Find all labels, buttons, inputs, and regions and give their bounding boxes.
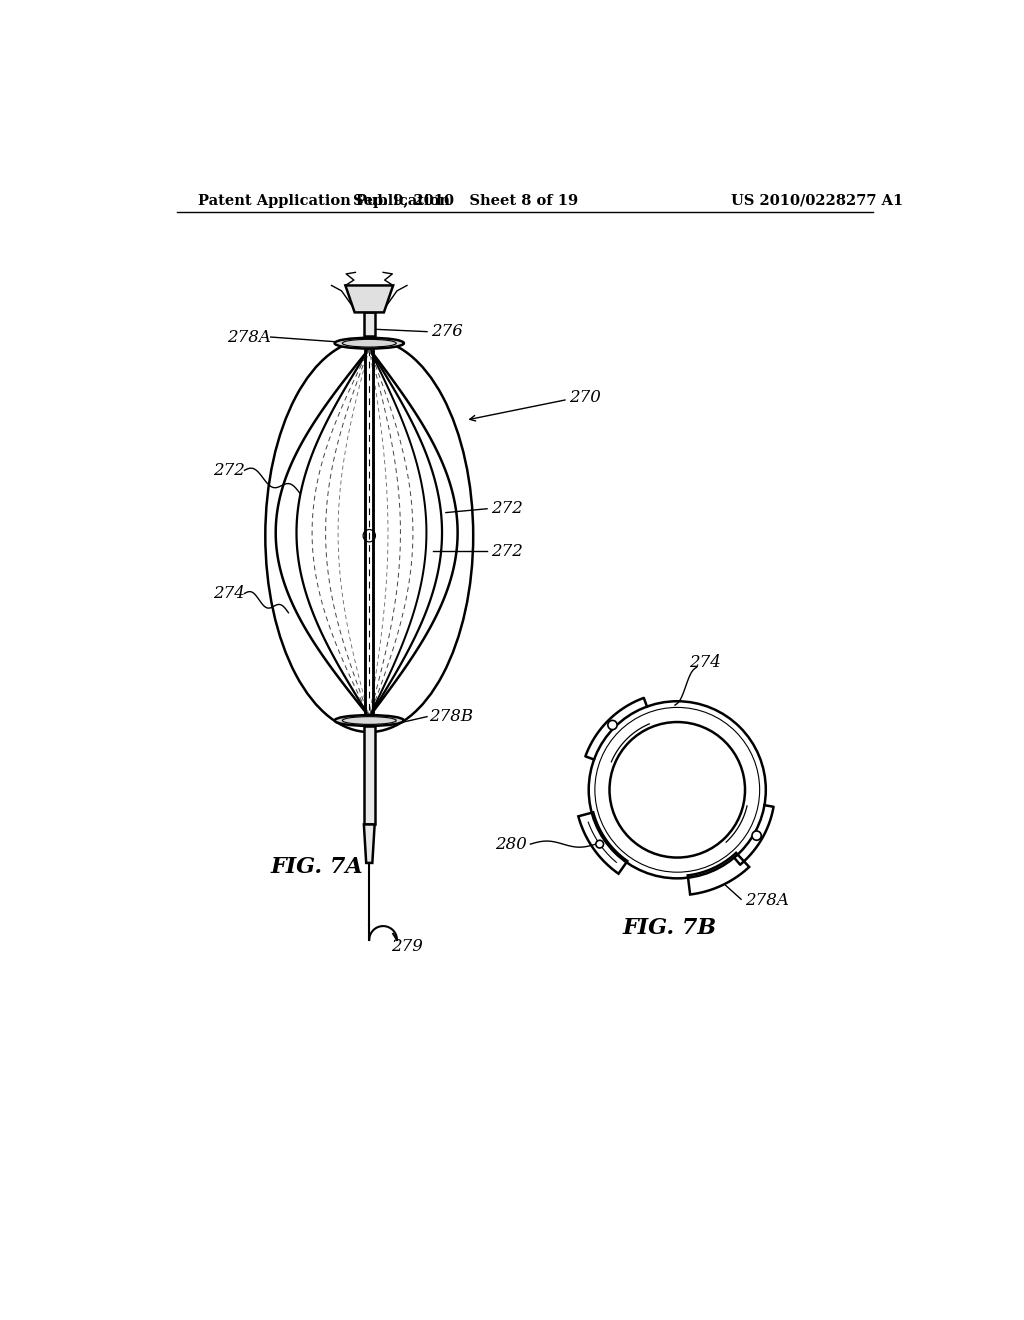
Circle shape xyxy=(752,832,761,841)
Circle shape xyxy=(596,841,603,847)
Text: 278A: 278A xyxy=(227,329,270,346)
Text: US 2010/0228277 A1: US 2010/0228277 A1 xyxy=(731,194,903,207)
Text: Patent Application Publication: Patent Application Publication xyxy=(199,194,451,207)
Text: FIG. 7B: FIG. 7B xyxy=(623,917,717,940)
Text: 278A: 278A xyxy=(744,892,788,909)
Text: 278B: 278B xyxy=(429,708,473,725)
Text: 272: 272 xyxy=(213,462,245,479)
Text: Sep. 9, 2010   Sheet 8 of 19: Sep. 9, 2010 Sheet 8 of 19 xyxy=(353,194,579,207)
Text: 274: 274 xyxy=(689,655,721,672)
Text: FIG. 7A: FIG. 7A xyxy=(270,855,364,878)
Text: 272: 272 xyxy=(490,500,523,517)
Circle shape xyxy=(608,721,617,730)
Text: 276: 276 xyxy=(431,323,463,341)
Text: 280: 280 xyxy=(495,836,526,853)
Ellipse shape xyxy=(335,715,403,726)
Polygon shape xyxy=(364,313,375,335)
Polygon shape xyxy=(345,285,393,313)
Text: 272: 272 xyxy=(490,543,523,560)
Text: 274: 274 xyxy=(213,585,245,602)
Polygon shape xyxy=(364,825,375,863)
Text: 270: 270 xyxy=(569,388,601,405)
Ellipse shape xyxy=(335,338,403,348)
Text: 279: 279 xyxy=(391,937,423,954)
Polygon shape xyxy=(364,726,375,825)
